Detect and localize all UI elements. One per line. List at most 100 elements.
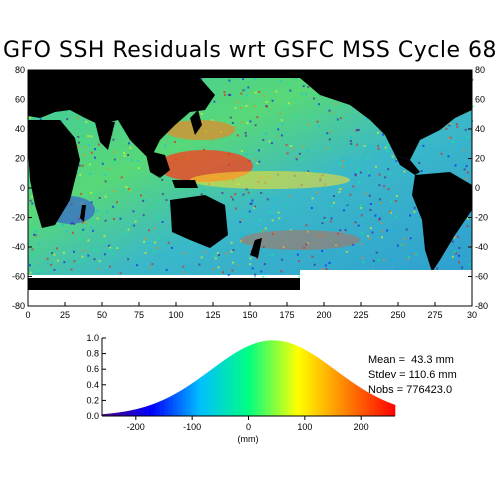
histogram-bar: [251, 344, 254, 416]
stat-stdev: Stdev = 110.6 mm: [368, 369, 457, 381]
hist-x-label: 0: [246, 422, 251, 432]
hist-x-label: -100: [183, 422, 201, 432]
histogram-bar: [160, 400, 163, 416]
histogram-bar: [197, 379, 200, 416]
histogram-bar: [318, 358, 320, 416]
histogram-bar: [115, 412, 117, 416]
histogram-bar: [338, 373, 341, 416]
histogram-bar: [236, 352, 238, 416]
histogram-bar: [162, 399, 165, 416]
histogram-bar: [233, 353, 236, 416]
histogram-bar: [125, 411, 128, 416]
histogram-bar: [153, 403, 156, 416]
lon-label: 50: [97, 310, 107, 320]
histogram-bar: [127, 410, 130, 416]
histogram-bar: [291, 343, 293, 416]
histogram-bar: [387, 402, 389, 416]
histogram-bar: [335, 370, 337, 416]
histogram-bar: [378, 398, 380, 416]
histogram-bar: [166, 398, 168, 416]
histogram-bar: [247, 346, 249, 416]
histogram-bar: [312, 354, 315, 416]
histogram-bar: [317, 357, 319, 416]
lat-label-right: -20: [475, 213, 488, 223]
histogram-bar: [365, 391, 368, 416]
histogram-bar: [234, 352, 237, 416]
lat-label-left: 0: [20, 183, 25, 193]
hist-x-label: 200: [354, 422, 369, 432]
histogram-bar: [265, 340, 267, 416]
histogram-bar: [360, 387, 362, 416]
histogram-bar: [333, 368, 335, 416]
histogram-bar: [107, 413, 110, 416]
histogram-bar: [174, 394, 176, 416]
histogram-bar: [129, 410, 131, 416]
histogram-bar: [102, 414, 104, 416]
histogram-bar: [139, 408, 141, 416]
histogram-bar: [188, 385, 191, 416]
histogram-bar: [253, 343, 255, 416]
histogram-bar: [354, 384, 356, 416]
histogram-bar: [222, 360, 225, 416]
histogram-bar: [331, 368, 334, 416]
stats-panel: Mean = 43.3 mm Stdev = 110.6 mm Nobs = 776…: [368, 353, 457, 398]
histogram-bar: [272, 340, 274, 416]
lat-label-left: -80: [12, 301, 25, 311]
histogram-bar: [259, 341, 262, 416]
histogram-bar: [109, 413, 112, 416]
histogram-bar: [385, 401, 388, 416]
histogram-bar: [114, 412, 116, 416]
histogram-bar: [275, 340, 277, 416]
histogram-bar: [150, 404, 152, 416]
histogram-bar: [210, 369, 212, 416]
histogram-bar: [336, 371, 338, 416]
histogram-bar: [203, 374, 205, 416]
histogram-bar: [215, 365, 218, 416]
histogram-bar: [216, 365, 219, 416]
histogram-bar: [186, 386, 188, 416]
histogram-bar: [281, 341, 283, 416]
histogram-bar: [298, 346, 300, 416]
histogram-bar: [345, 377, 347, 416]
lat-label-right: -40: [475, 242, 488, 252]
histogram-bar: [133, 409, 135, 416]
histogram-bar: [163, 399, 166, 416]
histogram-bar: [104, 414, 106, 416]
histogram-bar: [382, 400, 385, 416]
histogram-bar: [218, 364, 220, 416]
lon-label: 75: [134, 310, 144, 320]
histogram-bar: [165, 398, 167, 416]
histogram-bar: [214, 366, 217, 416]
histogram-bar: [271, 340, 273, 416]
histogram-bar: [284, 341, 286, 416]
histogram-bar: [264, 340, 266, 416]
histogram-bar: [371, 394, 373, 416]
histogram-bar: [289, 343, 291, 416]
histogram-bar: [113, 413, 115, 416]
histogram-bar: [116, 412, 119, 416]
histogram-bar: [161, 400, 164, 416]
histogram-bar: [177, 392, 179, 416]
histogram-bar: [356, 385, 359, 416]
histogram-bar: [290, 343, 292, 416]
histogram-bar: [219, 363, 221, 416]
histogram-bar: [339, 373, 342, 416]
histogram-bar: [322, 361, 325, 416]
histogram-bar: [143, 407, 146, 416]
histogram-bar: [154, 403, 157, 416]
histogram-bar: [212, 368, 214, 416]
lon-label: 200: [316, 310, 331, 320]
histogram-bar: [175, 393, 177, 416]
histogram-bar: [280, 340, 282, 416]
histogram-bar: [308, 351, 310, 416]
histogram-bar: [379, 398, 381, 416]
lon-label: 25: [60, 310, 70, 320]
histogram-bar: [184, 388, 186, 416]
histogram-bar: [344, 377, 346, 416]
hist-y-label: 0.6: [86, 364, 99, 374]
lat-label-left: -60: [12, 272, 25, 282]
histogram-bar: [195, 380, 197, 416]
hist-y-label: 0.0: [86, 411, 99, 421]
